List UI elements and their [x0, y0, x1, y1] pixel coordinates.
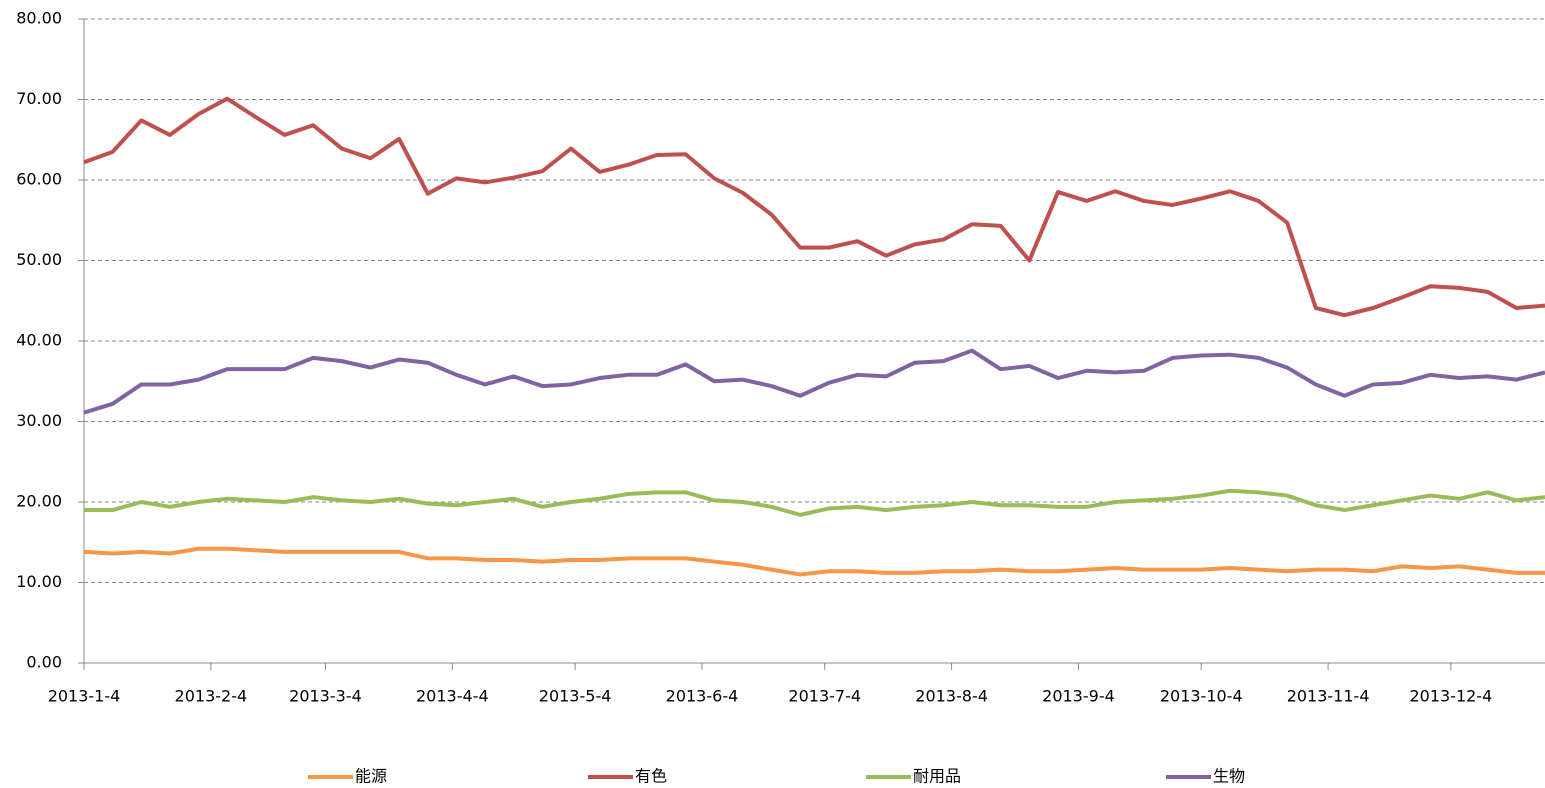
- x-tick-label: 2013-5-4: [539, 687, 612, 706]
- x-tick-label: 2013-1-4: [48, 687, 121, 706]
- series-line: [83, 546, 1545, 577]
- y-tick-label: 40.00: [16, 331, 62, 350]
- y-tick-label: 30.00: [16, 411, 62, 430]
- x-tick-label: 2013-4-4: [416, 687, 489, 706]
- x-tick-label: 2013-3-4: [289, 687, 362, 706]
- legend-label: 生物: [1213, 767, 1245, 786]
- x-tick-label: 2013-11-4: [1287, 687, 1370, 706]
- x-tick-label: 2013-9-4: [1042, 687, 1115, 706]
- legend-label: 有色: [635, 767, 667, 786]
- y-tick-label: 70.00: [16, 89, 62, 108]
- y-tick-label: 80.00: [16, 9, 62, 28]
- x-tick-label: 2013-12-4: [1409, 687, 1492, 706]
- x-tick-label: 2013-8-4: [915, 687, 988, 706]
- series-line: [84, 488, 1545, 517]
- series-line: [83, 348, 1545, 415]
- y-tick-label: 50.00: [16, 250, 62, 269]
- series-line: [83, 96, 1545, 318]
- x-tick-label: 2013-7-4: [788, 687, 861, 706]
- y-tick-label: 0.00: [26, 653, 62, 672]
- x-tick-label: 2013-2-4: [175, 687, 248, 706]
- y-tick-label: 20.00: [16, 492, 62, 511]
- legend-label: 耐用品: [913, 767, 961, 786]
- x-tick-label: 2013-10-4: [1160, 687, 1243, 706]
- x-tick-label: 2013-6-4: [666, 687, 739, 706]
- y-tick-label: 10.00: [16, 572, 62, 591]
- legend-label: 能源: [355, 767, 387, 786]
- y-tick-label: 60.00: [16, 170, 62, 189]
